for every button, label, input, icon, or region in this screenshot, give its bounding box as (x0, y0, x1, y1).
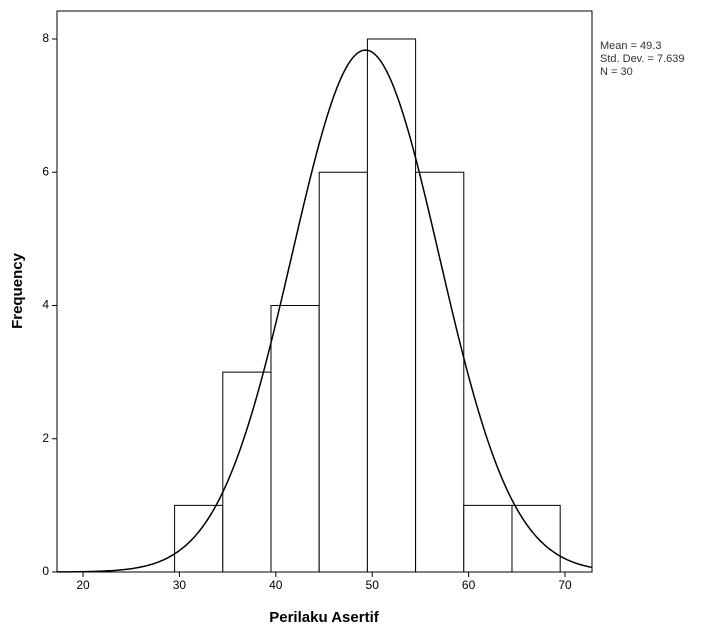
y-tick-label: 8 (42, 31, 49, 45)
x-tick-label: 70 (558, 578, 572, 592)
x-tick-label: 60 (462, 578, 476, 592)
bar (464, 505, 512, 572)
bar (416, 172, 464, 572)
y-tick-label: 6 (42, 164, 49, 178)
bar (223, 372, 271, 572)
stats-label: Mean = 49.3 (600, 40, 661, 52)
y-tick-label: 0 (42, 564, 49, 578)
stats-label: N = 30 (600, 66, 633, 78)
stats-label: Std. Dev. = 7.639 (600, 53, 685, 65)
x-tick-label: 20 (76, 578, 90, 592)
bar (319, 172, 367, 572)
bar (271, 305, 319, 572)
bar (367, 39, 415, 572)
x-axis-label: Perilaku Asertif (269, 609, 379, 626)
bar (175, 505, 223, 572)
x-tick-label: 50 (366, 578, 380, 592)
y-axis-label: Frequency (9, 252, 26, 329)
y-tick-label: 4 (42, 298, 49, 312)
x-tick-label: 40 (269, 578, 283, 592)
bar (512, 505, 560, 572)
x-tick-label: 30 (173, 578, 187, 592)
y-tick-label: 2 (42, 431, 49, 445)
chart: Perilaku Asertif Frequency 0 2 4 6 8 20 30 40 50… (0, 0, 708, 629)
